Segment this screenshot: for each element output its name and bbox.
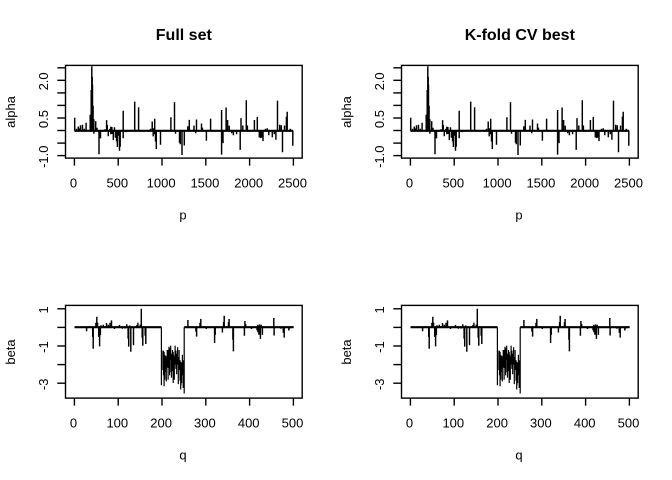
svg-text:Full set: Full set [156, 27, 213, 44]
svg-text:K-fold CV best: K-fold CV best [465, 27, 576, 44]
